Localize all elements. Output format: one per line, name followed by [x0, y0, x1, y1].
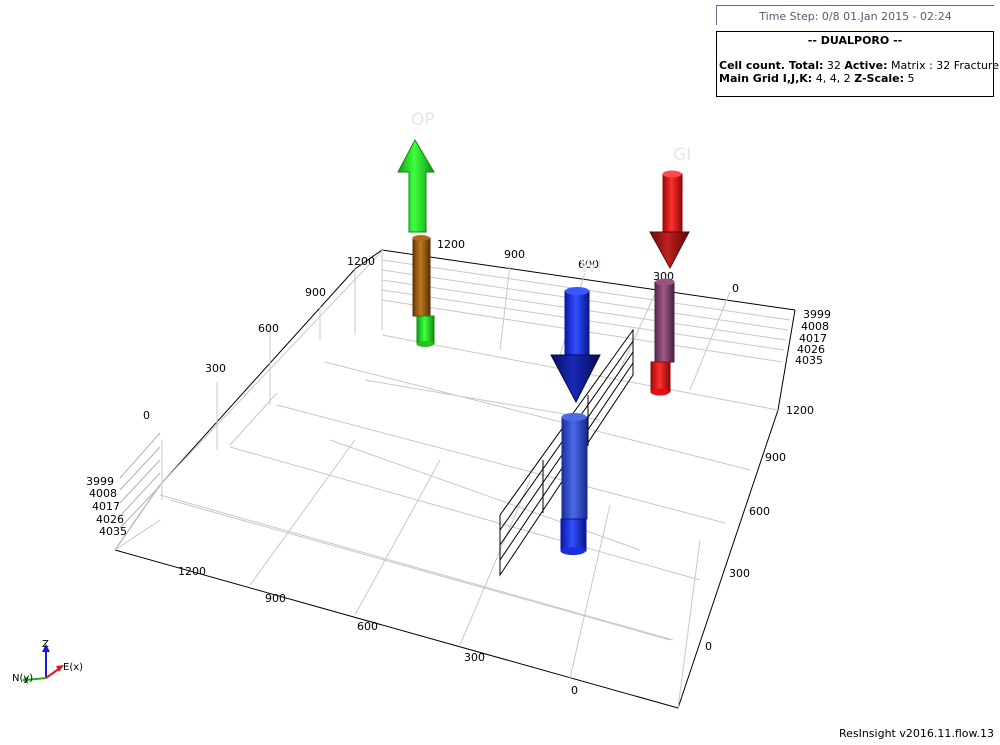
grid-line: Main Grid I,J,K: 4, 4, 2 Z-Scale: 5: [719, 72, 993, 85]
top-tick: 900: [504, 248, 525, 261]
top-tick: 0: [732, 282, 739, 295]
triad-e-label: E(x): [63, 662, 83, 673]
front-tick: 600: [357, 620, 378, 633]
front-tick: 1200: [178, 565, 206, 578]
triad-z-label: Z: [42, 639, 49, 650]
right-tick: 1200: [786, 404, 814, 417]
well-arrow-gi: [649, 231, 690, 270]
depth-tick-right: 4035: [795, 354, 823, 367]
axis-labels: 1200 900 600 300 0 1200 900 600 300 0 12…: [86, 238, 831, 697]
left-depth-face: [119, 432, 161, 529]
right-tick: 300: [729, 567, 750, 580]
grid-value: 4, 4, 2: [815, 72, 851, 85]
case-title: -- DUALPORO --: [807, 34, 903, 47]
well-label-op: OP: [411, 110, 435, 130]
depth-tick-left: 3999: [86, 475, 114, 488]
axis-triad: Z E(x) N(y): [12, 639, 83, 684]
well-arrow-op: [397, 138, 435, 233]
depth-tick-right: 4008: [801, 320, 829, 333]
top-tick: 600: [578, 258, 599, 271]
grid-box: [114, 249, 796, 709]
n-axis-arrow: [22, 676, 28, 684]
zscale-label: Z-Scale:: [854, 72, 905, 85]
left-tick: 0: [143, 409, 150, 422]
well-label-gi: GI: [673, 145, 691, 165]
depth-tick-left: 4035: [99, 525, 127, 538]
front-tick: 300: [464, 651, 485, 664]
right-tick: 0: [705, 640, 712, 653]
grid-lines: [114, 249, 791, 709]
active-label: Active:: [844, 59, 888, 72]
right-tick: 900: [765, 451, 786, 464]
top-tick: 1200: [437, 238, 465, 251]
left-tick: 600: [258, 322, 279, 335]
depth-tick-left: 4026: [96, 513, 124, 526]
triad-n-label: N(y): [12, 673, 33, 684]
left-tick: 1200: [347, 255, 375, 268]
front-tick: 900: [265, 592, 286, 605]
zscale-value: 5: [907, 72, 915, 85]
cell-count-line: Cell count. Total: 32 Active: Matrix : 3…: [719, 59, 1000, 72]
time-step-label: Time Step: 0/8 01.Jan 2015 - 02:24: [716, 5, 994, 25]
well-gi[interactable]: GI: [649, 145, 691, 396]
well-op[interactable]: OP: [397, 110, 435, 347]
depth-tick-right: 3999: [803, 308, 831, 321]
z-axis-arrow: [42, 644, 50, 652]
cell-count-label: Cell count. Total:: [719, 59, 824, 72]
grid-label: Main Grid I,J,K:: [719, 72, 813, 85]
well-arrow-wi: [550, 354, 601, 404]
active-value: Matrix : 32 Fracture : 32: [890, 59, 1000, 72]
depth-tick-left: 4017: [92, 500, 120, 513]
version-label: ResInsight v2016.11.flow.13: [838, 727, 994, 740]
left-tick: 900: [305, 286, 326, 299]
e-axis-arrow: [56, 665, 64, 672]
depth-tick-right: 4017: [799, 332, 827, 345]
right-tick: 600: [749, 505, 770, 518]
well-label-wi: WI: [580, 257, 602, 277]
front-tick: 0: [571, 684, 578, 697]
left-tick: 300: [205, 362, 226, 375]
info-box: -- DUALPORO -- Cell count. Total: 32 Act…: [716, 31, 1000, 97]
cell-count-value: 32: [826, 59, 841, 72]
depth-tick-right: 4026: [797, 343, 825, 356]
depth-tick-left: 4008: [89, 487, 117, 500]
well-wi[interactable]: WI: [550, 257, 602, 555]
